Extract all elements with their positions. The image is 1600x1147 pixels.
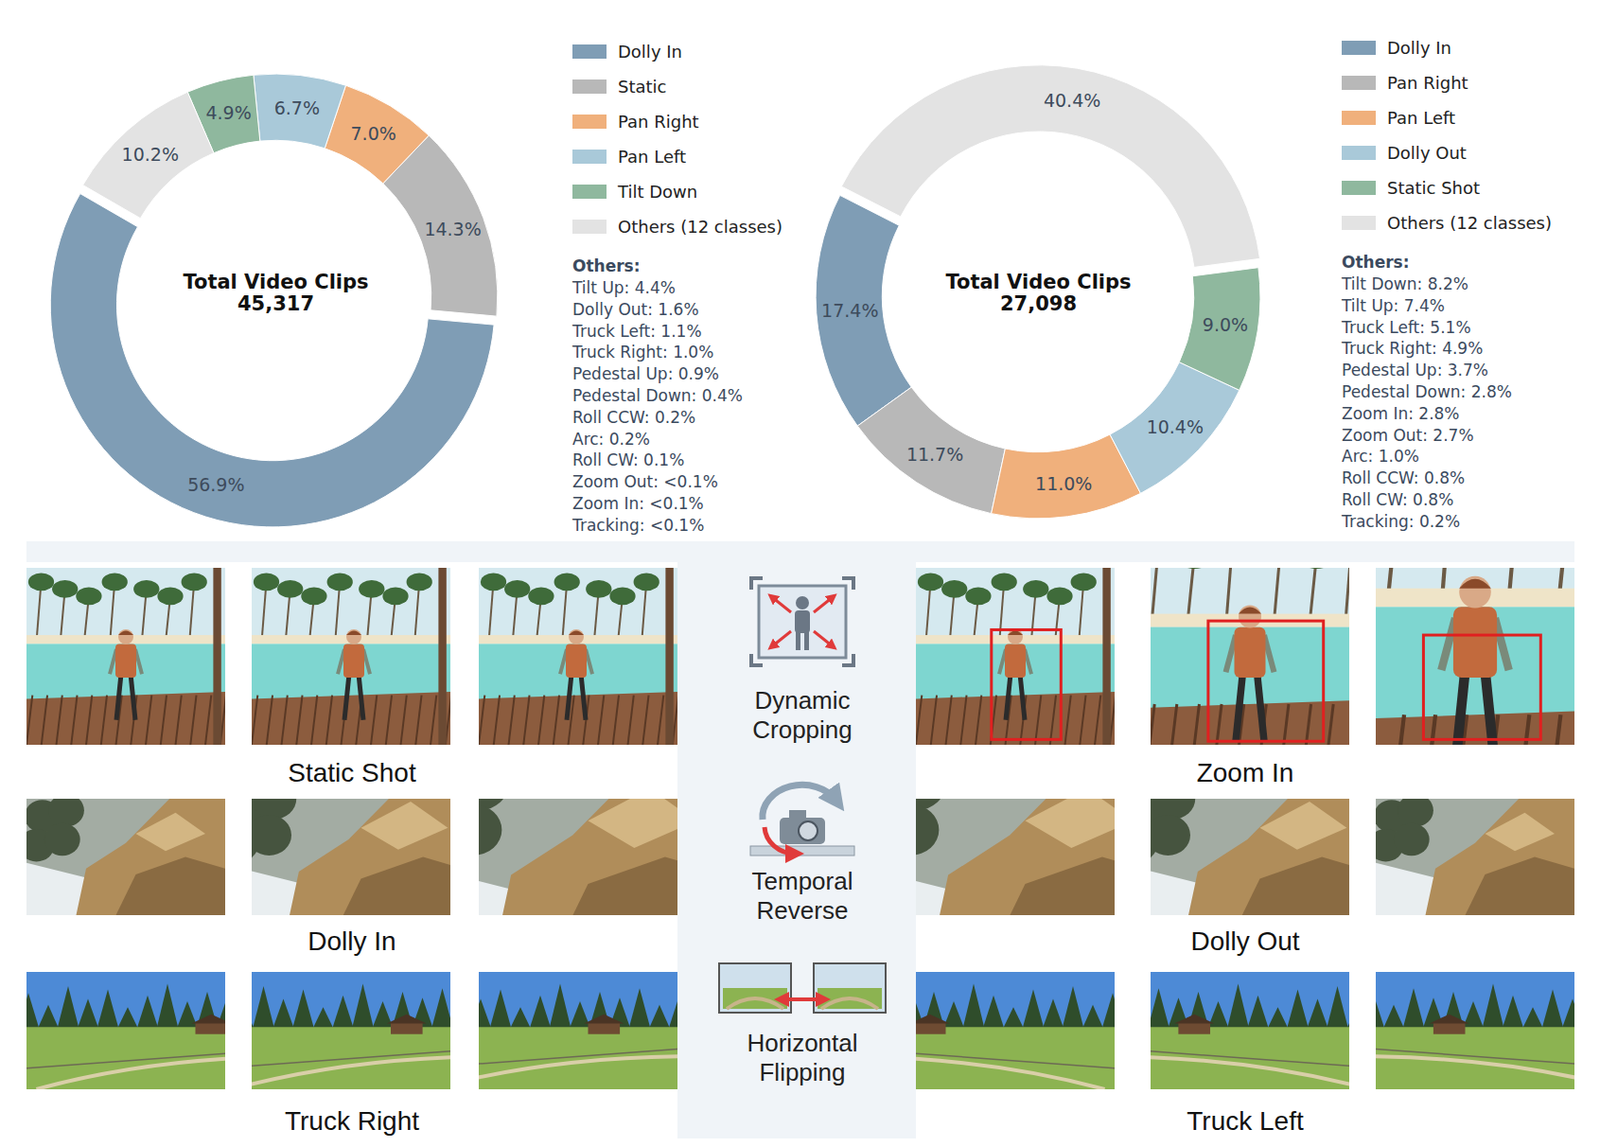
html-text:Roll CW: 0.1%: Roll CW: 0.1%: [572, 450, 685, 470]
html-text:Tilt Up: 7.4%: Tilt Up: 7.4%: [1341, 295, 1445, 315]
svg-text:45,317: 45,317: [237, 292, 315, 316]
html-text:Roll CCW: 0.2%: Roll CCW: 0.2%: [572, 407, 696, 427]
html-text:Roll CCW: 0.8%: Roll CCW: 0.8%: [1341, 468, 1465, 488]
svg-text:9.0%: 9.0%: [1202, 314, 1249, 335]
html-text:Others (12 classes): Others (12 classes): [1387, 212, 1552, 233]
html-text:Arc: 1.0%: Arc: 1.0%: [1341, 446, 1420, 466]
html-text:Truck Right: 1.0%: Truck Right: 1.0%: [572, 342, 714, 362]
html-text:Dolly Out: 1.6%: Dolly Out: 1.6%: [572, 299, 699, 319]
html-text:Pedestal Up: 3.7%: Pedestal Up: 3.7%: [1341, 360, 1489, 380]
svg-text:Total Video Clips: Total Video Clips: [182, 270, 369, 294]
html-text:Pan Right: Pan Right: [1387, 72, 1469, 93]
svg-text:7.0%: 7.0%: [351, 123, 397, 144]
html-text:Dolly Out: Dolly Out: [1387, 142, 1467, 163]
html-text:Truck Right: 4.9%: Truck Right: 4.9%: [1341, 339, 1483, 359]
html-text:Static Shot: Static Shot: [1387, 177, 1480, 198]
svg-text:Zoom In: Zoom In: [1196, 757, 1295, 788]
html-text:Tilt Down: 8.2%: Tilt Down: 8.2%: [1341, 274, 1469, 294]
svg-text:Total Video Clips: Total Video Clips: [945, 270, 1131, 294]
html-text:Zoom In: 2.8%: Zoom In: 2.8%: [1341, 403, 1460, 423]
svg-text:17.4%: 17.4%: [821, 299, 879, 321]
svg-text:27,098: 27,098: [1000, 292, 1077, 316]
svg-text:Static Shot: Static Shot: [287, 757, 417, 788]
svg-text:DynamicCropping: DynamicCropping: [752, 685, 853, 744]
svg-text:4.9%: 4.9%: [205, 102, 251, 124]
html-text:Tracking: <0.1%: Tracking: <0.1%: [572, 515, 705, 535]
svg-text:TemporalReverse: TemporalReverse: [752, 866, 854, 925]
html-text:Others:: Others:: [1341, 252, 1410, 272]
svg-text:10.4%: 10.4%: [1146, 416, 1204, 438]
html-text:Truck Left: 5.1%: Truck Left: 5.1%: [1341, 317, 1471, 337]
html-text:Arc: 0.2%: Arc: 0.2%: [572, 429, 650, 449]
svg-text:14.3%: 14.3%: [423, 218, 481, 240]
svg-text:Truck Left: Truck Left: [1186, 1106, 1304, 1136]
html-text:Zoom Out: <0.1%: Zoom Out: <0.1%: [572, 472, 718, 492]
html-text:Pedestal Down: 2.8%: Pedestal Down: 2.8%: [1341, 382, 1512, 402]
svg-text:56.9%: 56.9%: [187, 474, 245, 495]
html-text:Pan Right: Pan Right: [617, 111, 699, 132]
html-text:Tilt Up: 4.4%: Tilt Up: 4.4%: [572, 278, 676, 298]
html-text:Static: Static: [617, 76, 667, 97]
html-text:Truck Left: 1.1%: Truck Left: 1.1%: [572, 321, 702, 341]
html-text:Dolly In: Dolly In: [617, 41, 683, 62]
svg-text:Truck Right: Truck Right: [284, 1106, 420, 1136]
svg-text:Dolly Out: Dolly Out: [1190, 926, 1300, 956]
svg-text:40.4%: 40.4%: [1043, 89, 1101, 111]
svg-text:11.7%: 11.7%: [906, 443, 964, 465]
html-text:Others (12 classes): Others (12 classes): [617, 216, 783, 237]
html-text:Roll CW: 0.8%: Roll CW: 0.8%: [1341, 490, 1454, 510]
html-text:Pedestal Down: 0.4%: Pedestal Down: 0.4%: [572, 386, 743, 405]
html-text:Zoom Out: 2.7%: Zoom Out: 2.7%: [1341, 425, 1474, 445]
html-text:Tilt Down: Tilt Down: [617, 181, 698, 202]
html-text:Dolly In: Dolly In: [1387, 37, 1452, 58]
svg-text:11.0%: 11.0%: [1035, 473, 1092, 494]
html-text:Zoom In: <0.1%: Zoom In: <0.1%: [572, 493, 704, 513]
svg-text:6.7%: 6.7%: [274, 97, 320, 119]
html-text:Pan Left: Pan Left: [617, 146, 687, 167]
svg-text:HorizontalFlipping: HorizontalFlipping: [746, 1028, 858, 1087]
html-text:Tracking: 0.2%: Tracking: 0.2%: [1341, 511, 1461, 531]
html-text:Pan Left: Pan Left: [1387, 107, 1456, 128]
svg-text:10.2%: 10.2%: [122, 143, 179, 165]
html-text:Pedestal Up: 0.9%: Pedestal Up: 0.9%: [572, 364, 720, 384]
svg-text:Dolly In: Dolly In: [307, 926, 396, 956]
html-text:Others:: Others:: [572, 256, 641, 276]
